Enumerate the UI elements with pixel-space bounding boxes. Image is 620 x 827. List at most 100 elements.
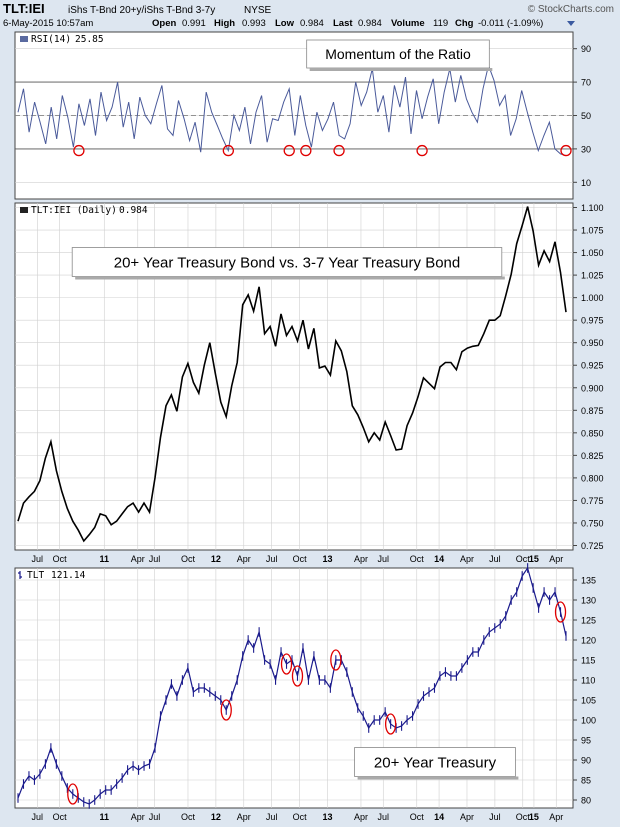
tlt-ytick-label: 125 xyxy=(581,616,596,626)
legend-swatch-icon xyxy=(20,36,28,42)
header-symbol: TLT:IEI xyxy=(3,1,45,16)
tlt-xtick-label: Jul xyxy=(149,812,161,822)
ratio-ytick-label: 0.975 xyxy=(581,316,604,326)
rsi-panel: 90 70 50 30 10 RSI(14) 25.85 Momentum of the Ra… xyxy=(14,31,591,200)
ratio-panel: 1.100 1.075 1.050 1.025 1.000 0.975 0.950 0.925… xyxy=(14,202,604,564)
ratio-xtick-label: Jul xyxy=(266,554,278,564)
ratio-ytick-label: 0.800 xyxy=(581,473,604,483)
tlt-annotation-box xyxy=(354,747,516,777)
ratio-xtick-label: Oct xyxy=(516,554,531,564)
tlt-xtick-label: Apr xyxy=(131,812,145,822)
rsi-oversold-circle xyxy=(300,144,312,157)
tlt-panel: 135 130 125 120 115 110 105 100 95 90 85 80 Jul Oct 11… xyxy=(14,563,596,822)
chevron-down-icon[interactable] xyxy=(567,21,575,26)
rsi-ytick-label: 50 xyxy=(581,111,591,121)
rsi-oversold-circle xyxy=(416,144,428,157)
tlt-xtick-label: Oct xyxy=(53,812,68,822)
tlt-ytick-label: 90 xyxy=(581,756,591,766)
ratio-ytick-label: 1.000 xyxy=(581,293,604,303)
tlt-ytick-label: 85 xyxy=(581,776,591,786)
tlt-xtick-label: Jul xyxy=(32,812,44,822)
header-last-label: Last xyxy=(333,18,353,29)
ratio-ytick-label: 1.050 xyxy=(581,248,604,258)
ratio-ytick-label: 0.950 xyxy=(581,338,604,348)
ratio-xtick-label: 11 xyxy=(100,554,110,564)
ratio-ytick-label: 0.850 xyxy=(581,428,604,438)
tlt-ytick-label: 105 xyxy=(581,696,596,706)
ratio-xtick-label: Apr xyxy=(549,554,563,564)
ratio-xtick-label: Oct xyxy=(410,554,425,564)
tlt-xtick-label: 11 xyxy=(100,812,110,822)
ratio-xtick-label: Oct xyxy=(293,554,308,564)
tlt-legend-label: TLT xyxy=(27,570,44,581)
tlt-xtick-label: 14 xyxy=(434,812,444,822)
tlt-highlight-circle xyxy=(384,713,397,735)
ratio-ytick-label: 1.100 xyxy=(581,203,604,213)
ratio-xtick-label: Oct xyxy=(53,554,68,564)
tlt-annotation: 20+ Year Treasury xyxy=(354,747,519,780)
rsi-annotation-text: Momentum of the Ratio xyxy=(325,46,471,62)
header-volume-label: Volume xyxy=(391,18,425,29)
ratio-legend-label: TLT:IEI (Daily) xyxy=(31,205,117,216)
rsi-ytick-label: 10 xyxy=(581,178,591,188)
rsi-oversold-circle xyxy=(560,144,572,157)
header-date: 6-May-2015 10:57am xyxy=(3,18,93,29)
tlt-xtick-label: 15 xyxy=(529,812,539,822)
ratio-ytick-label: 0.825 xyxy=(581,451,604,461)
ratio-xtick-label: Oct xyxy=(181,554,196,564)
tlt-annotation-text: 20+ Year Treasury xyxy=(374,754,497,771)
header-exchange: NYSE xyxy=(244,5,272,16)
tlt-xtick-label: Oct xyxy=(516,812,531,822)
tlt-ytick-label: 80 xyxy=(581,796,591,806)
ratio-xtick-label: 14 xyxy=(434,554,444,564)
header-volume-value: 119 xyxy=(433,18,448,29)
stockcharts-watermark: © StockCharts.com xyxy=(528,4,614,15)
ratio-xtick-label: Jul xyxy=(149,554,161,564)
ratio-xtick-label: Apr xyxy=(354,554,368,564)
tlt-highlight-circle xyxy=(554,601,567,623)
ratio-xtick-label: Jul xyxy=(32,554,44,564)
rsi-annotation-box xyxy=(306,39,490,69)
header-low-value: 0.984 xyxy=(300,18,324,29)
rsi-ytick-label: 90 xyxy=(581,44,591,54)
tlt-highlight-circle xyxy=(280,653,293,675)
tlt-xtick-label: 12 xyxy=(211,812,221,822)
header-high-label: High xyxy=(214,18,235,29)
rsi-legend-value: 25.85 xyxy=(75,34,104,45)
ratio-ytick-label: 1.025 xyxy=(581,271,604,281)
ratio-xtick-label: 15 xyxy=(529,554,539,564)
ratio-ytick-label: 0.875 xyxy=(581,406,604,416)
ratio-ytick-label: 0.750 xyxy=(581,518,604,528)
tlt-ytick-label: 95 xyxy=(581,736,591,746)
rsi-legend-label: RSI(14) xyxy=(31,34,71,45)
rsi-oversold-circle xyxy=(222,144,234,157)
chart-header: TLT:IEI iShs T-Bnd 20+y/iShs T-Bnd 3-7y … xyxy=(3,1,614,29)
tlt-xtick-label: Jul xyxy=(378,812,390,822)
tlt-ytick-label: 130 xyxy=(581,596,596,606)
ratio-ytick-label: 1.075 xyxy=(581,226,604,236)
header-last-value: 0.984 xyxy=(358,18,382,29)
rsi-ytick-label: 70 xyxy=(581,78,591,88)
tlt-ytick-label: 135 xyxy=(581,576,596,586)
legend-swatch-icon xyxy=(20,207,28,213)
tlt-annotation-shadow xyxy=(357,776,519,780)
tlt-xtick-label: 13 xyxy=(322,812,332,822)
tlt-line xyxy=(17,566,567,805)
tlt-highlight-circle xyxy=(67,783,79,805)
ratio-ytick-label: 0.925 xyxy=(581,361,604,371)
rsi-ytick-label: 30 xyxy=(581,144,591,154)
tlt-xtick-label: Oct xyxy=(181,812,196,822)
ratio-ytick-label: 0.725 xyxy=(581,541,604,551)
header-open-label: Open xyxy=(152,18,176,29)
header-open-value: 0.991 xyxy=(182,18,206,29)
tlt-xtick-label: Apr xyxy=(354,812,368,822)
tlt-ytick-label: 120 xyxy=(581,636,596,646)
tlt-ytick-label: 100 xyxy=(581,716,596,726)
ratio-annotation-shadow xyxy=(75,276,505,280)
ratio-xtick-label: Jul xyxy=(489,554,501,564)
legend-bar-icon xyxy=(18,571,22,579)
tlt-xtick-label: Apr xyxy=(237,812,251,822)
rsi-oversold-circle xyxy=(333,144,345,157)
ratio-annotation-text: 20+ Year Treasury Bond vs. 3-7 Year Trea… xyxy=(114,254,460,271)
